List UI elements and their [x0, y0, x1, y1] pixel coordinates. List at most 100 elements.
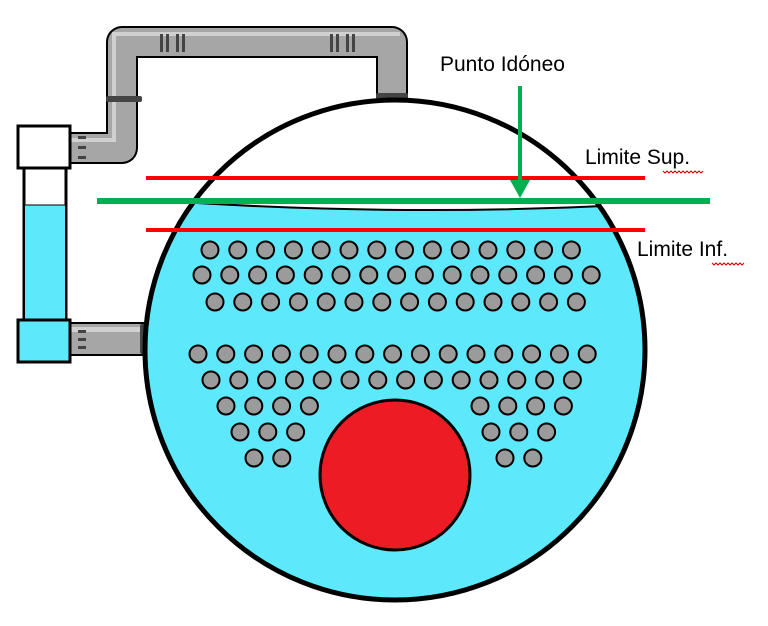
tube [201, 370, 221, 390]
tube [561, 240, 581, 260]
level-gauge [16, 124, 72, 364]
optimal-point-arrow [510, 86, 530, 198]
tube [311, 240, 331, 260]
tube [383, 344, 403, 364]
elbow-pipe-icon [78, 34, 408, 159]
tube [423, 370, 443, 390]
tube [507, 370, 527, 390]
tube [257, 370, 277, 390]
tube [256, 240, 276, 260]
tube [355, 344, 375, 364]
tube [220, 265, 240, 285]
tube [188, 344, 208, 364]
tube [244, 344, 264, 364]
tube [368, 370, 388, 390]
tube [244, 448, 264, 468]
tube [288, 292, 308, 312]
tube [258, 422, 278, 442]
tube [498, 265, 518, 285]
tube [339, 240, 359, 260]
tube [359, 265, 379, 285]
tube [230, 422, 250, 442]
tube [562, 370, 582, 390]
tube [478, 240, 498, 260]
tube [367, 240, 387, 260]
furnace [318, 398, 472, 552]
tube [272, 396, 292, 416]
tube [248, 265, 268, 285]
tube [327, 344, 347, 364]
tube [526, 265, 546, 285]
tube [200, 240, 220, 260]
level-gauge-water [25, 205, 65, 320]
tube [494, 344, 514, 364]
tube [553, 396, 573, 416]
lower-pipe [69, 322, 149, 356]
tube [372, 292, 392, 312]
tube [495, 448, 515, 468]
tube [205, 292, 225, 312]
tube [244, 396, 264, 416]
tube [537, 422, 557, 442]
tube [526, 396, 546, 416]
tube [450, 240, 470, 260]
tube [522, 344, 542, 364]
tube [284, 370, 304, 390]
tube [511, 292, 531, 312]
tube [523, 448, 543, 468]
tube [422, 240, 442, 260]
tube [316, 292, 336, 312]
tube [261, 292, 281, 312]
tube [272, 448, 292, 468]
tube [470, 396, 490, 416]
tube [299, 396, 319, 416]
tube [283, 240, 303, 260]
tube [192, 265, 212, 285]
tube [410, 344, 430, 364]
upper-limit-label: Limite Sup. [585, 146, 690, 169]
tube [216, 396, 236, 416]
tube [299, 344, 319, 364]
tube [442, 265, 462, 285]
sight-glass-icon [16, 124, 72, 170]
tube [539, 292, 559, 312]
tube [387, 265, 407, 285]
tube [275, 265, 295, 285]
tube [509, 422, 529, 442]
tube [427, 292, 447, 312]
tube [498, 396, 518, 416]
level-gauge-bottom-cap [16, 318, 72, 364]
tube [331, 265, 351, 285]
tube [534, 240, 554, 260]
tube [286, 422, 306, 442]
tube [566, 292, 586, 312]
tube [438, 344, 458, 364]
optimal-point-label: Punto Idóneo [440, 53, 565, 76]
tube [553, 265, 573, 285]
lower-limit-label: Limite Inf. [637, 238, 728, 261]
tube [470, 265, 490, 285]
tube [395, 240, 415, 260]
tube-bundle [188, 240, 601, 468]
tube [535, 370, 555, 390]
tube [344, 292, 364, 312]
tube [396, 370, 416, 390]
tube [216, 344, 236, 364]
tube [466, 344, 486, 364]
tube [506, 240, 526, 260]
tube [233, 292, 253, 312]
upper-pipe [70, 26, 408, 164]
tube [303, 265, 323, 285]
tube [340, 370, 360, 390]
tube [577, 344, 597, 364]
tube [229, 370, 249, 390]
tube [483, 292, 503, 312]
tube [455, 292, 475, 312]
tube [271, 344, 291, 364]
tube [549, 344, 569, 364]
tube [400, 292, 420, 312]
tube [228, 240, 248, 260]
tube [481, 422, 501, 442]
tube [312, 370, 332, 390]
